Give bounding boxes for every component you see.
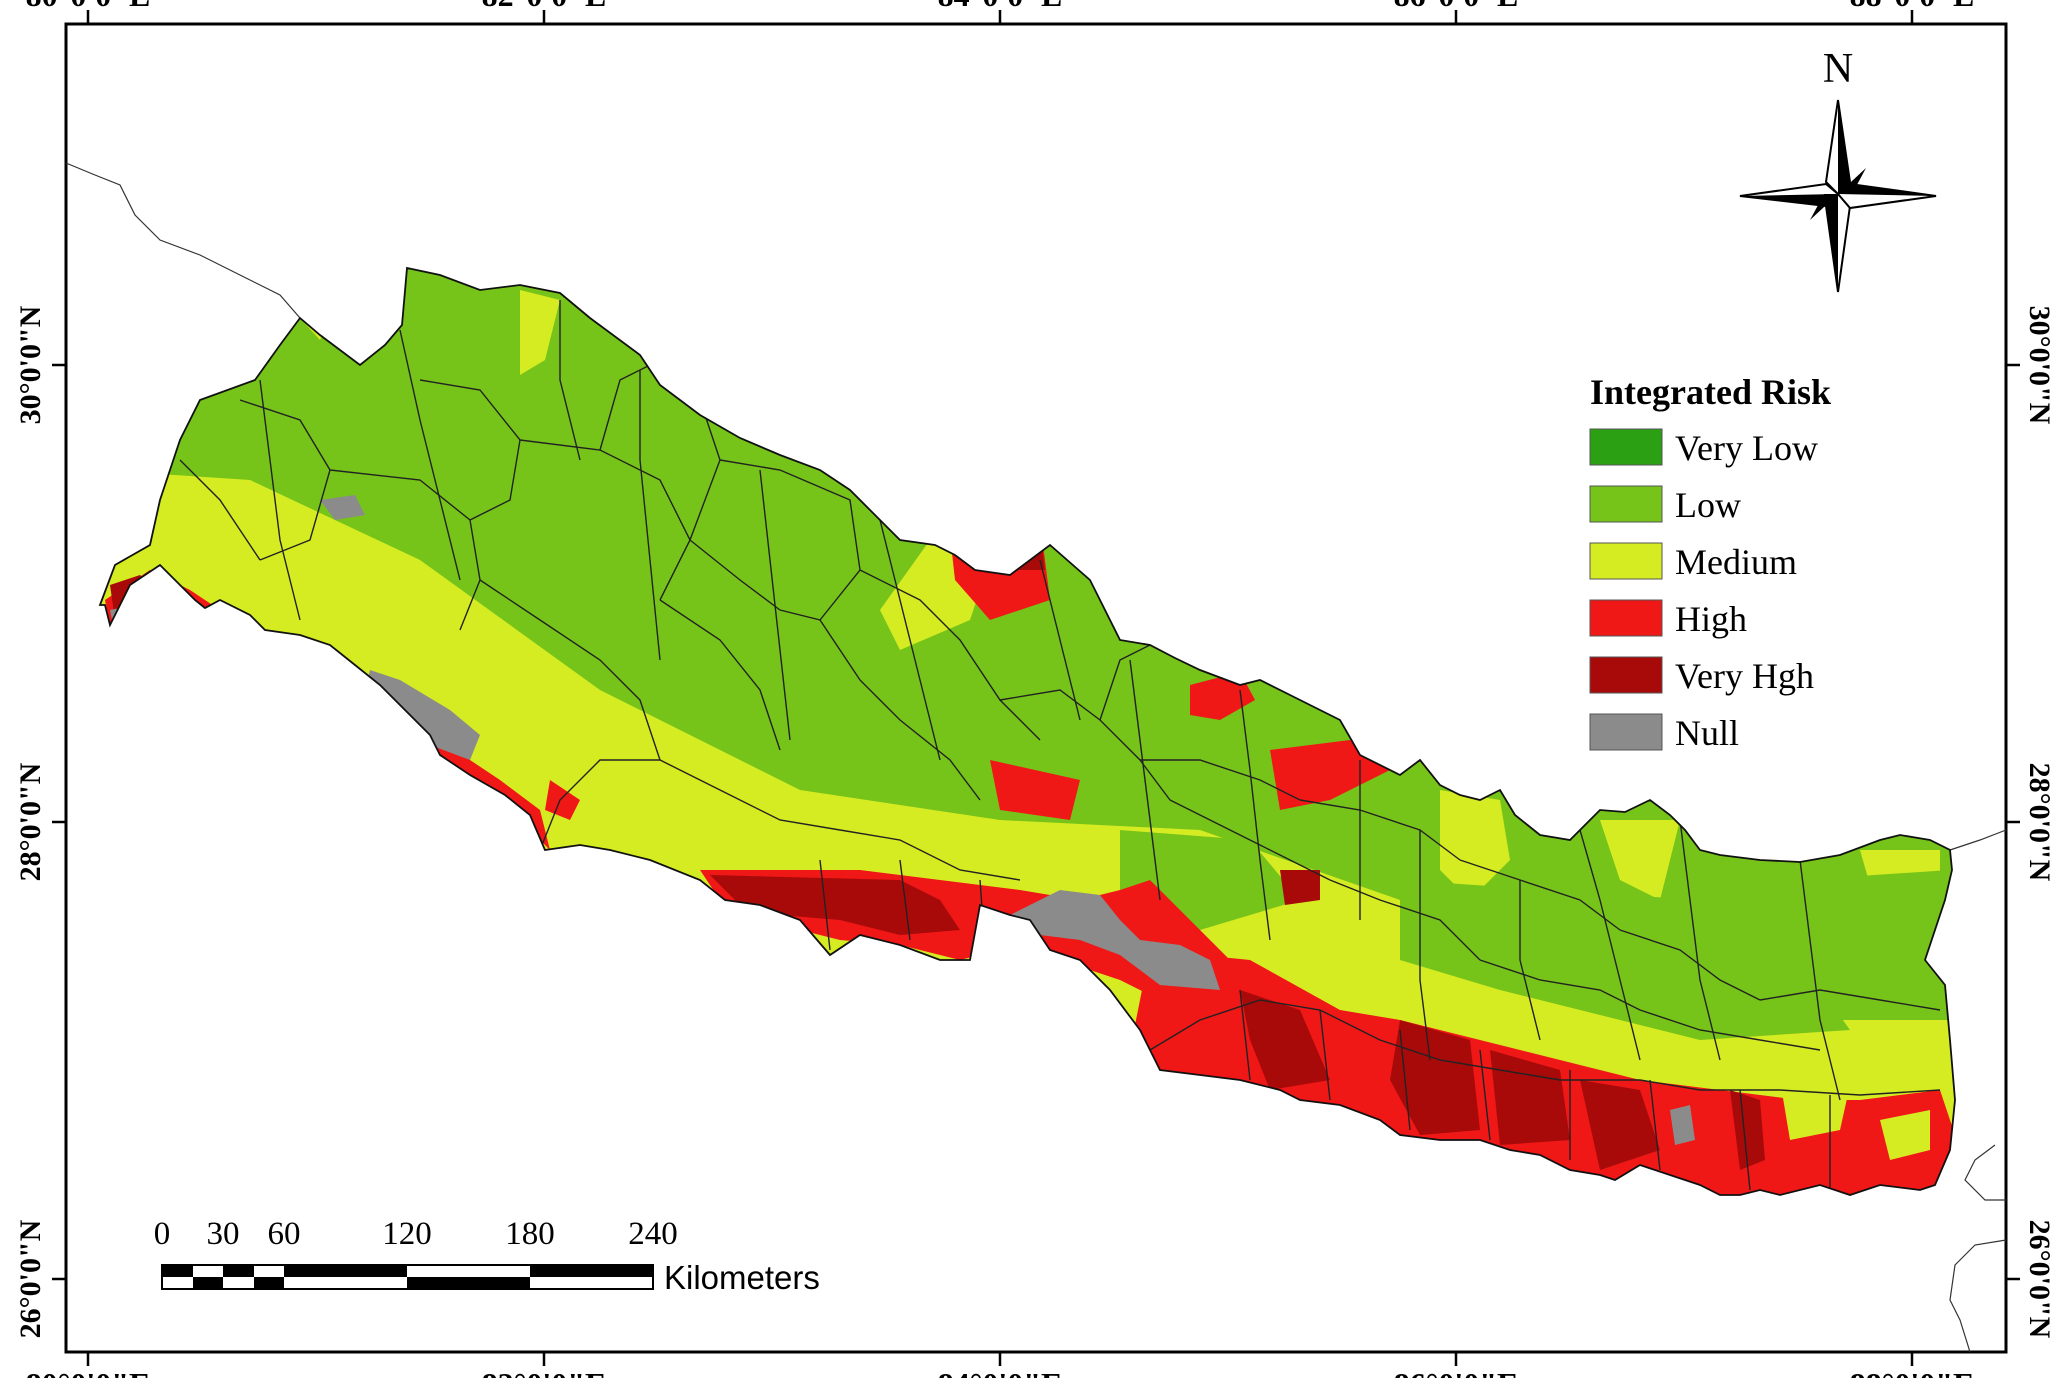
scale-tick-label-0: 0 xyxy=(154,1216,171,1252)
right-latitude-labels: 30°0'0"N 28°0'0"N 26°0'0"N xyxy=(2023,306,2056,1339)
legend-label-very-high: Very Hgh xyxy=(1675,656,1814,696)
bottom-lon-label-84: 84°0'0"E xyxy=(938,1366,1063,1378)
top-lon-label-82: 82°0'0"E xyxy=(482,0,607,13)
north-arrow-icon: N xyxy=(1739,46,1937,293)
legend-item-medium: Medium xyxy=(1589,542,1797,582)
bottom-longitude-labels: 80°0'0"E 82°0'0"E 84°0'0"E 86°0'0"E 88°0… xyxy=(26,1366,1975,1383)
bottom-lon-label-88: 88°0'0"E xyxy=(1850,1366,1975,1378)
top-lon-label-84: 84°0'0"E xyxy=(938,0,1063,13)
legend-item-low: Low xyxy=(1589,485,1741,525)
legend-swatch-medium xyxy=(1589,542,1663,580)
legend-swatch-high xyxy=(1589,599,1663,637)
left-latitude-labels: 30°0'0"N 28°0'0"N 26°0'0"N xyxy=(14,305,47,1338)
left-lat-label-28: 28°0'0"N xyxy=(14,762,47,881)
top-lon-label-86: 86°0'0"E xyxy=(1394,0,1519,13)
legend-item-null: Null xyxy=(1589,713,1739,753)
legend: Integrated Risk Very Low Low Medium High… xyxy=(1589,372,1831,753)
scale-tick-label-60: 60 xyxy=(268,1216,301,1252)
bottom-lon-label-82: 82°0'0"E xyxy=(482,1366,607,1378)
scale-unit-label: Kilometers xyxy=(664,1259,820,1296)
scale-tick-label-180: 180 xyxy=(505,1216,555,1252)
legend-label-very-low: Very Low xyxy=(1675,428,1818,468)
legend-label-high: High xyxy=(1675,599,1747,639)
legend-swatch-null xyxy=(1589,713,1663,751)
bottom-lon-label-86: 86°0'0"E xyxy=(1394,1366,1519,1378)
scale-tick-label-240: 240 xyxy=(628,1216,678,1252)
scale-tick-label-120: 120 xyxy=(382,1216,432,1252)
legend-title: Integrated Risk xyxy=(1590,372,1831,412)
left-lat-label-26: 26°0'0"N xyxy=(14,1219,47,1338)
right-lat-label-26: 26°0'0"N xyxy=(2023,1220,2056,1339)
international-border-lines xyxy=(65,162,2007,1353)
legend-label-low: Low xyxy=(1675,485,1741,525)
legend-label-medium: Medium xyxy=(1675,542,1797,582)
top-lon-label-80: 80°0'0"E xyxy=(26,0,151,13)
north-arrow-label: N xyxy=(1823,46,1853,92)
scale-bar: 0 30 60 120 180 240 Kilometers xyxy=(154,1216,820,1296)
legend-item-very-low: Very Low xyxy=(1589,428,1818,468)
legend-item-high: High xyxy=(1589,599,1747,639)
right-lat-label-30: 30°0'0"N xyxy=(2023,306,2056,425)
legend-swatch-very-low xyxy=(1589,428,1663,466)
left-lat-label-30: 30°0'0"N xyxy=(14,305,47,424)
bottom-lon-label-80: 80°0'0"E xyxy=(26,1366,151,1378)
graticule-ticks xyxy=(52,10,2020,1366)
null-area xyxy=(365,670,480,760)
legend-label-null: Null xyxy=(1675,713,1739,753)
right-lat-label-28: 28°0'0"N xyxy=(2023,763,2056,882)
top-lon-label-88: 88°0'0"E xyxy=(1850,0,1975,13)
scale-tick-label-30: 30 xyxy=(207,1216,240,1252)
top-longitude-labels: 80°0'0"E 82°0'0"E 84°0'0"E 86°0'0"E 88°0… xyxy=(26,0,1975,13)
nepal-boundary xyxy=(98,266,1956,1196)
legend-swatch-low xyxy=(1589,485,1663,523)
legend-item-very-high: Very Hgh xyxy=(1589,656,1814,696)
legend-swatch-very-high xyxy=(1589,656,1663,694)
